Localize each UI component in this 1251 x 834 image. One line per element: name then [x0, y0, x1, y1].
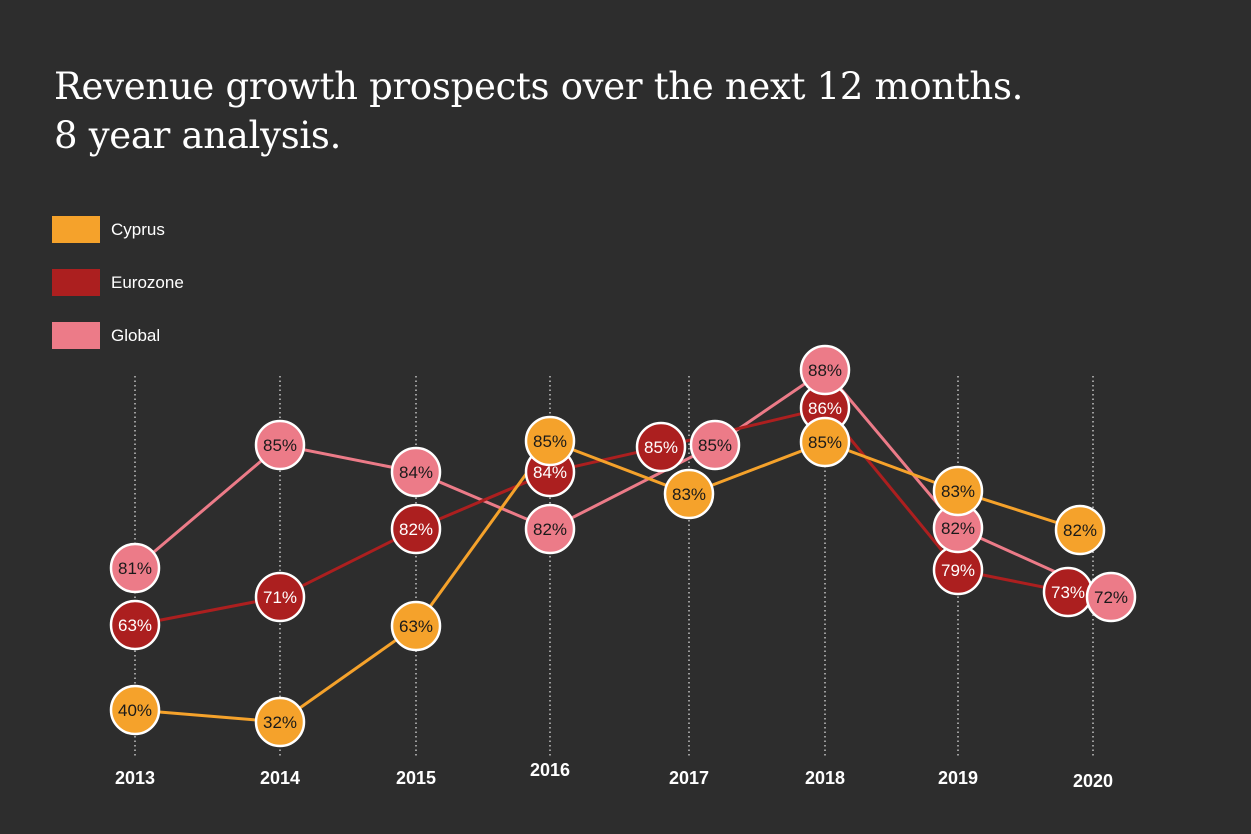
- data-label-eurozone-2017: 85%: [644, 438, 678, 457]
- point-cyprus-2020: 82%: [1054, 504, 1106, 556]
- data-label-eurozone-2019: 79%: [941, 561, 975, 580]
- data-label-global-2013: 81%: [118, 559, 152, 578]
- x-tick-label-2013: 2013: [115, 768, 155, 788]
- point-cyprus-2015: 63%: [390, 600, 442, 652]
- marker-cyprus-2017: [663, 468, 715, 520]
- marker-cyprus-2014: [254, 696, 306, 748]
- data-label-cyprus-2016: 85%: [533, 432, 567, 451]
- point-global-2019: 82%: [932, 502, 984, 554]
- legend-label-global: Global: [111, 325, 161, 345]
- marker-global-2016: [524, 503, 576, 555]
- data-label-cyprus-2013: 40%: [118, 701, 152, 720]
- marker-cyprus-2013: [109, 684, 161, 736]
- x-tick-label-2014: 2014: [260, 768, 300, 788]
- point-global-2020: 72%: [1085, 571, 1137, 623]
- data-label-cyprus-2019: 83%: [941, 482, 975, 501]
- legend-swatch-global: [52, 322, 100, 349]
- legend-label-eurozone: Eurozone: [111, 272, 184, 292]
- data-label-global-2018: 88%: [808, 361, 842, 380]
- marker-global-2014: [254, 419, 306, 471]
- data-label-eurozone-2020: 73%: [1051, 583, 1085, 602]
- chart-subtitle: 8 year analysis.: [54, 114, 342, 157]
- point-cyprus-2016: 85%: [524, 415, 576, 467]
- data-label-global-2016: 82%: [533, 520, 567, 539]
- x-tick-label-2018: 2018: [805, 768, 845, 788]
- legend-swatch-cyprus: [52, 216, 100, 243]
- point-cyprus-2019: 83%: [932, 465, 984, 517]
- legend-item-eurozone: Eurozone: [52, 269, 184, 296]
- point-eurozone-2014: 71%: [254, 571, 306, 623]
- data-label-global-2017: 85%: [698, 436, 732, 455]
- point-eurozone-2015: 82%: [390, 503, 442, 555]
- legend: Cyprus Eurozone Global: [52, 216, 184, 375]
- x-tick-label-2019: 2019: [938, 768, 978, 788]
- data-label-global-2015: 84%: [399, 463, 433, 482]
- data-label-eurozone-2013: 63%: [118, 616, 152, 635]
- data-label-global-2019: 82%: [941, 519, 975, 538]
- marker-cyprus-2019: [932, 465, 984, 517]
- marker-cyprus-2015: [390, 600, 442, 652]
- x-tick-label-2020: 2020: [1073, 771, 1113, 791]
- marker-eurozone-2013: [109, 599, 161, 651]
- legend-item-global: Global: [52, 322, 184, 349]
- point-eurozone-2013: 63%: [109, 599, 161, 651]
- point-cyprus-2017: 83%: [663, 468, 715, 520]
- point-global-2018: 88%: [799, 344, 851, 396]
- point-global-2016: 82%: [524, 503, 576, 555]
- chart-title: Revenue growth prospects over the next 1…: [54, 62, 1023, 160]
- data-label-eurozone-2014: 71%: [263, 588, 297, 607]
- point-eurozone-2017: 85%: [635, 421, 687, 473]
- marker-global-2020: [1085, 571, 1137, 623]
- marker-global-2015: [390, 446, 442, 498]
- marker-eurozone-2014: [254, 571, 306, 623]
- point-eurozone-2020: 73%: [1042, 566, 1094, 618]
- legend-item-cyprus: Cyprus: [52, 216, 184, 243]
- data-label-cyprus-2018: 85%: [808, 433, 842, 452]
- x-tick-label-2017: 2017: [669, 768, 709, 788]
- point-global-2015: 84%: [390, 446, 442, 498]
- marker-eurozone-2015: [390, 503, 442, 555]
- x-tick-label-2015: 2015: [396, 768, 436, 788]
- marker-cyprus-2016: [524, 415, 576, 467]
- data-label-cyprus-2015: 63%: [399, 617, 433, 636]
- marker-eurozone-2017: [635, 421, 687, 473]
- point-cyprus-2014: 32%: [254, 696, 306, 748]
- legend-swatch-eurozone: [52, 269, 100, 296]
- marker-global-2013: [109, 542, 161, 594]
- point-global-2017: 85%: [689, 419, 741, 471]
- point-cyprus-2013: 40%: [109, 684, 161, 736]
- point-cyprus-2018: 85%: [799, 416, 851, 468]
- data-label-cyprus-2017: 83%: [672, 485, 706, 504]
- series-line-eurozone: [134, 406, 1069, 627]
- marker-cyprus-2018: [799, 416, 851, 468]
- data-label-cyprus-2020: 82%: [1063, 521, 1097, 540]
- x-tick-label-2016: 2016: [530, 760, 570, 780]
- data-label-eurozone-2018: 86%: [808, 399, 842, 418]
- chart-title-line1: Revenue growth prospects over the next 1…: [54, 65, 1024, 108]
- point-global-2014: 85%: [254, 419, 306, 471]
- marker-global-2017: [689, 419, 741, 471]
- data-label-global-2020: 72%: [1094, 588, 1128, 607]
- data-label-cyprus-2014: 32%: [263, 713, 297, 732]
- data-label-eurozone-2016: 84%: [533, 463, 567, 482]
- marker-global-2018: [799, 344, 851, 396]
- data-label-eurozone-2015: 82%: [399, 520, 433, 539]
- legend-label-cyprus: Cyprus: [111, 219, 165, 239]
- marker-cyprus-2020: [1054, 504, 1106, 556]
- point-global-2013: 81%: [109, 542, 161, 594]
- data-label-global-2014: 85%: [263, 436, 297, 455]
